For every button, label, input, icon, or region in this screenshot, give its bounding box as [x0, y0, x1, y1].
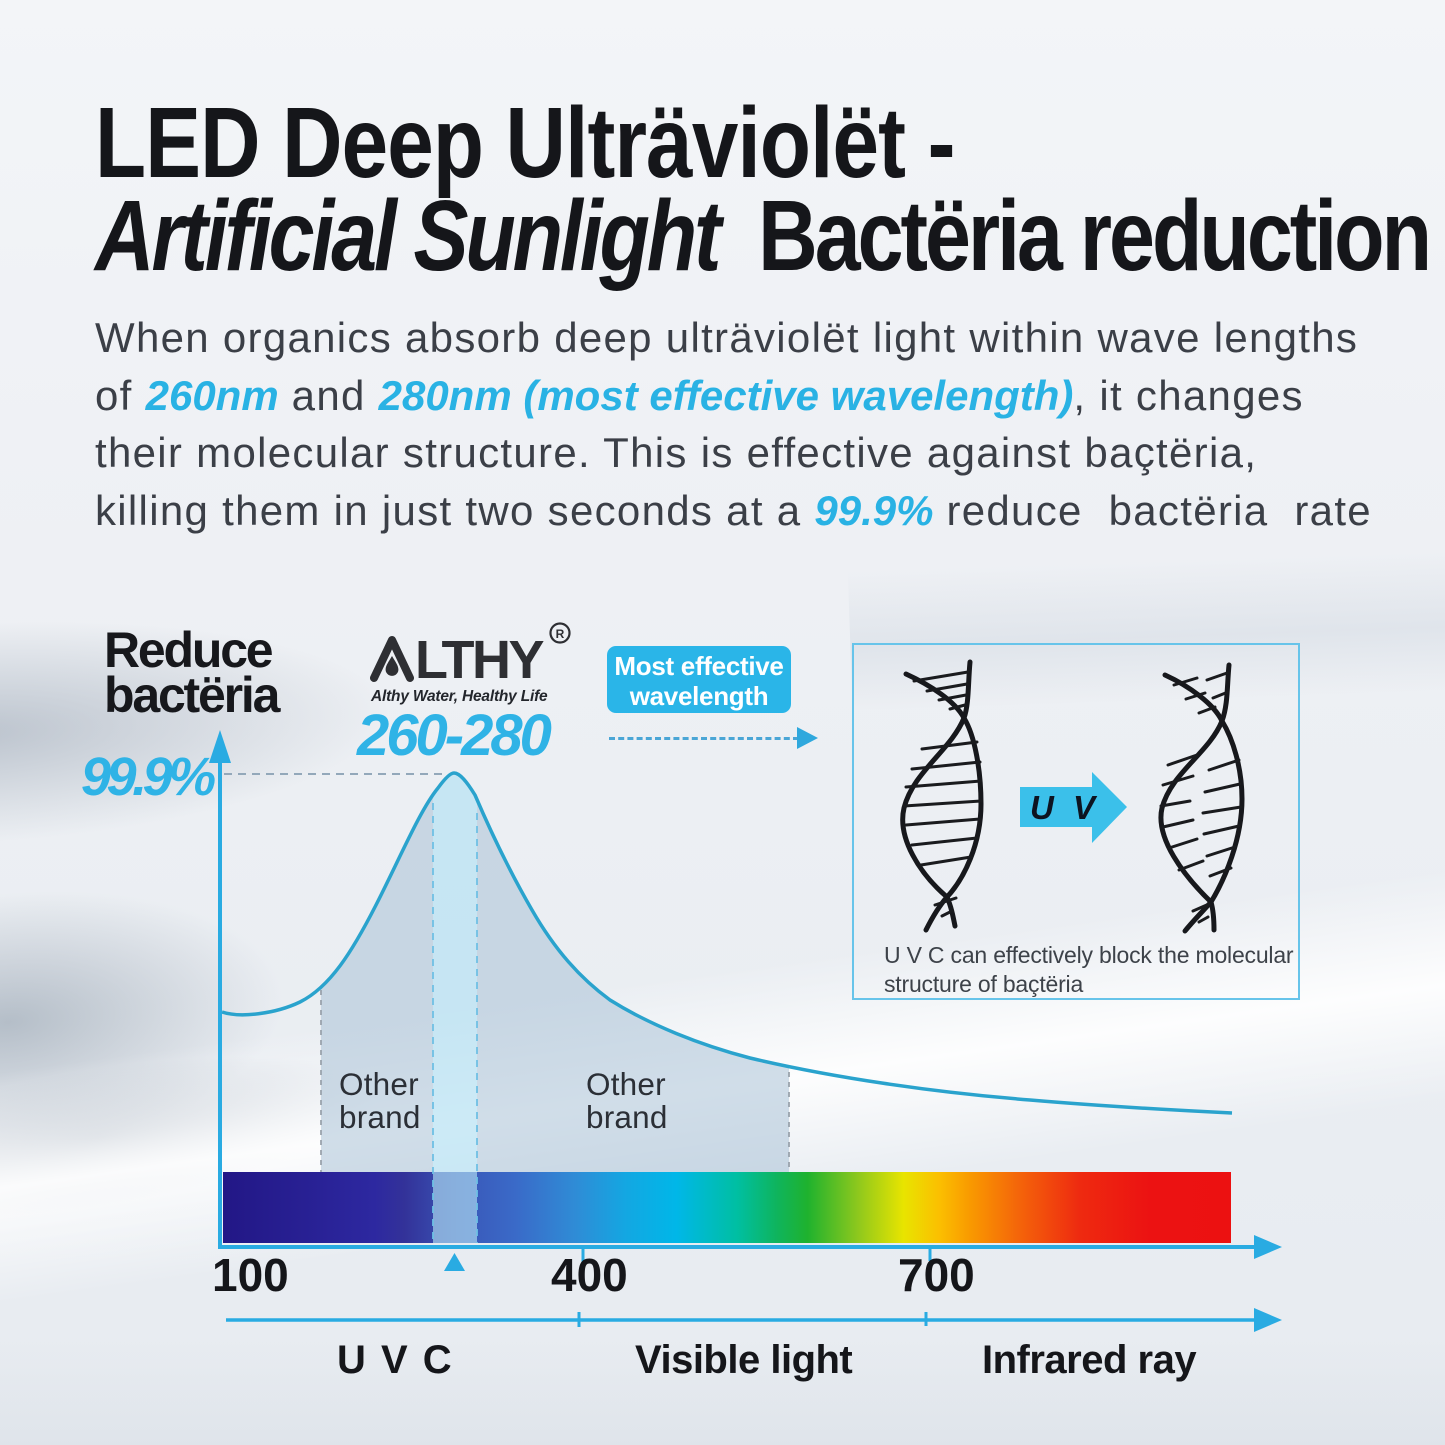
svg-text:LTHY: LTHY [415, 630, 544, 686]
svg-text:U V: U V [1030, 789, 1100, 826]
svg-text:R: R [556, 627, 565, 641]
